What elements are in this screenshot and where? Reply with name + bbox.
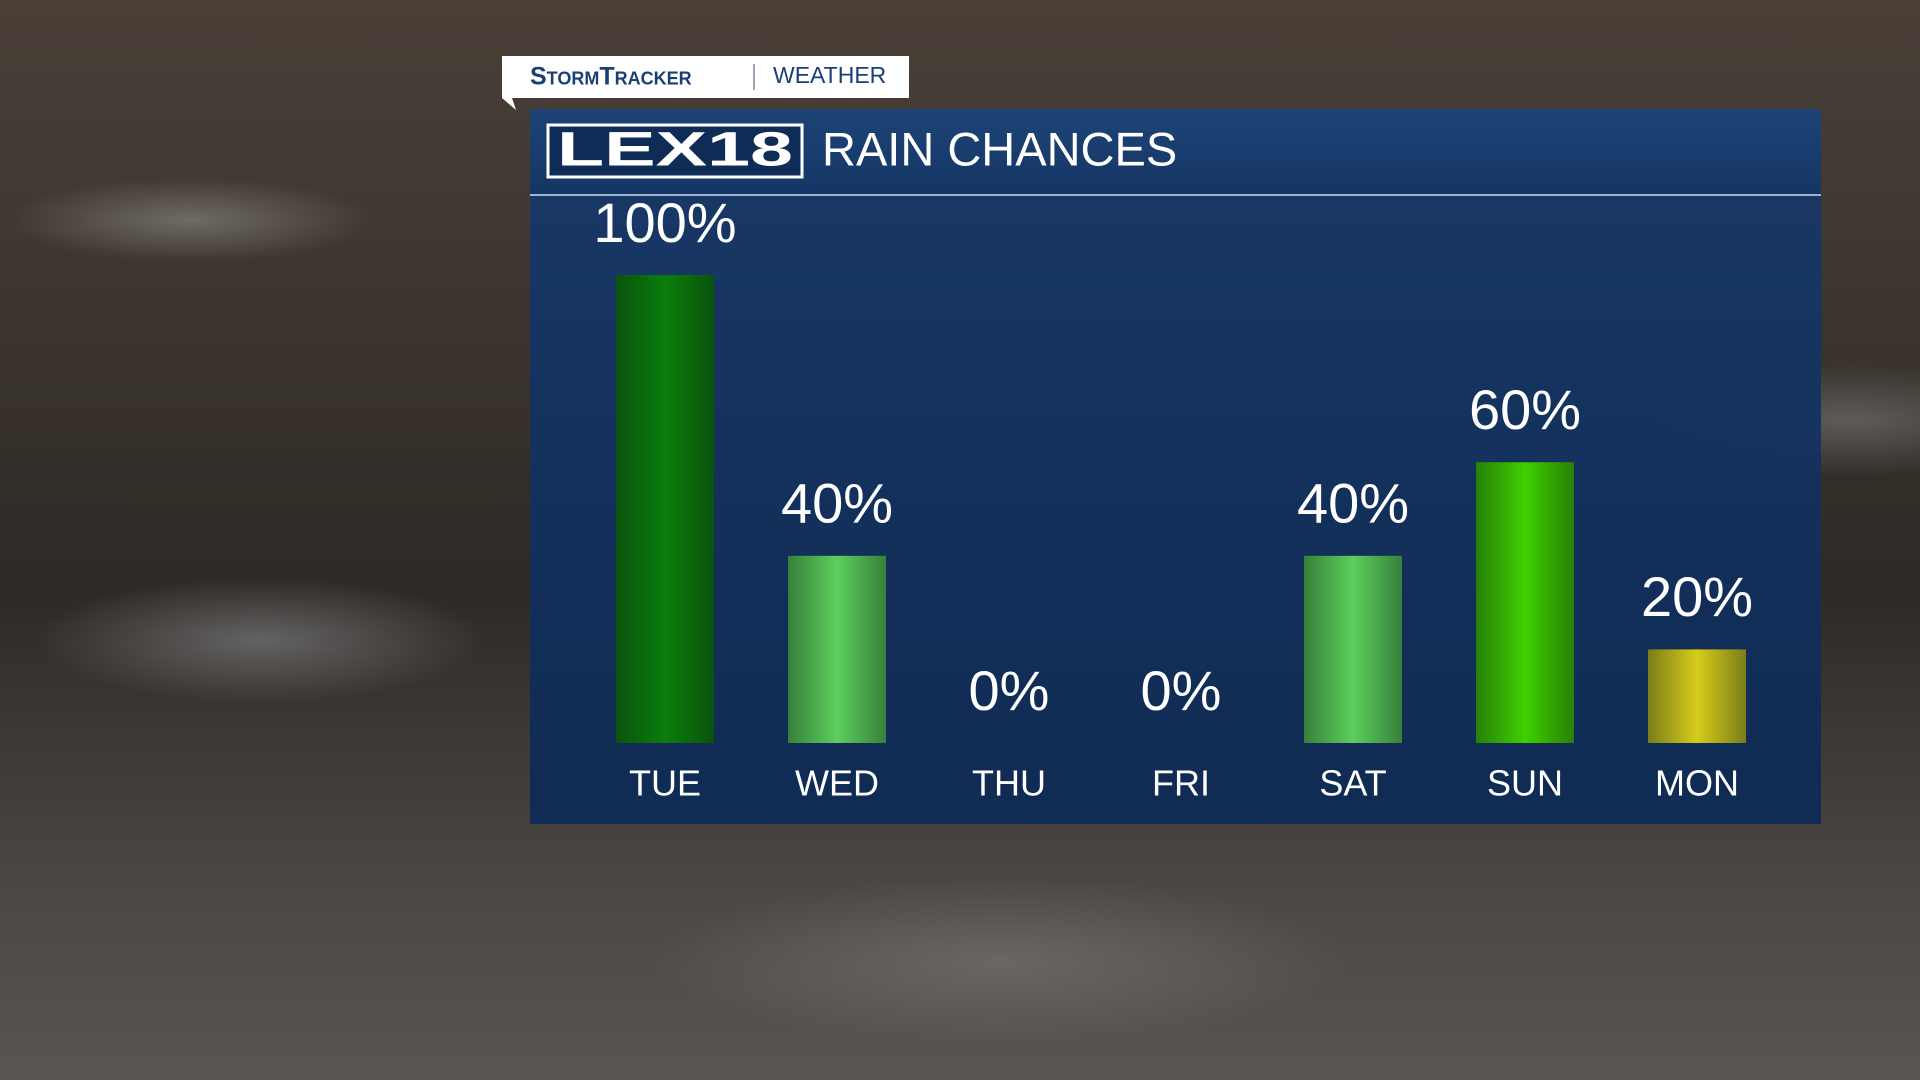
logo-box xyxy=(546,123,804,179)
logo: LEX18 xyxy=(557,124,793,177)
x-tick-label: FRI xyxy=(1152,763,1210,804)
value-label: 20% xyxy=(1641,565,1753,628)
bar xyxy=(1648,649,1746,743)
x-tick-label: SUN xyxy=(1487,763,1563,804)
panel xyxy=(530,109,1821,824)
x-tick-label: MON xyxy=(1655,763,1739,804)
x-tick-label: THU xyxy=(972,763,1046,804)
section: WEATHER xyxy=(773,62,886,88)
bar xyxy=(788,555,886,743)
bar xyxy=(1304,555,1402,743)
value-label: 0% xyxy=(1141,659,1222,722)
x-tick-label: TUE xyxy=(629,763,701,804)
brand-tab xyxy=(502,56,909,110)
plot: TUE 100% WED 40% THU 0% FRI 0% SAT 40% SUN 60% MON 20… xyxy=(593,191,1753,804)
x-tick-label: SAT xyxy=(1319,763,1386,804)
brand: StormTracker xyxy=(530,63,692,91)
x-tick-label: WED xyxy=(795,763,879,804)
value-label: 0% xyxy=(969,659,1050,722)
bar xyxy=(1476,462,1574,743)
chart-title: RAIN CHANCES xyxy=(822,122,1177,175)
value-label: 40% xyxy=(781,472,893,535)
value-label: 40% xyxy=(1297,472,1409,535)
bar xyxy=(616,275,714,743)
value-label: 100% xyxy=(593,191,736,254)
value-label: 60% xyxy=(1469,378,1581,441)
